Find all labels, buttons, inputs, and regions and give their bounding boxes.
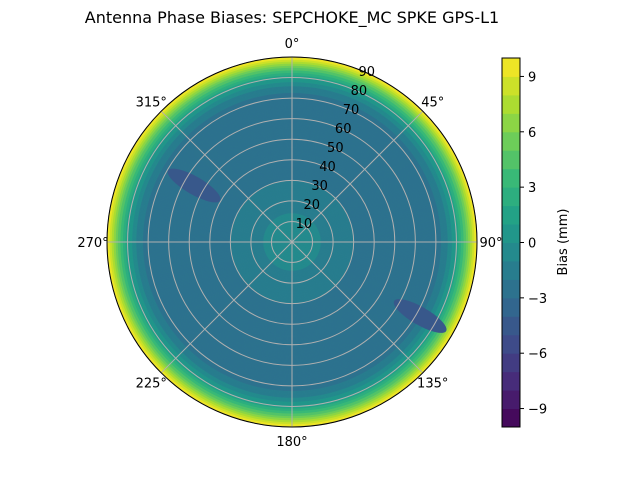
angular-tick-label: 90° [479, 236, 502, 251]
colorbar-tick-label: −9 [528, 403, 547, 418]
angular-tick-label: 270° [77, 236, 108, 251]
colorbar-band [502, 187, 520, 207]
colorbar: −9 −6 −3 0 3 6 9 [501, 57, 547, 428]
angular-tick-label: 315° [136, 95, 167, 110]
colorbar-band [502, 390, 520, 410]
colorbar-band [502, 168, 520, 188]
angular-tick-label: 45° [421, 95, 444, 110]
angular-gridline [291, 241, 424, 374]
angular-tick-label: 0° [285, 37, 300, 52]
contour-minimum [167, 168, 221, 203]
colorbar-band [502, 131, 520, 151]
colorbar-label: Bias (mm) [556, 209, 571, 276]
contour-minimum [393, 299, 447, 333]
radial-tick-label: 40 [319, 160, 336, 175]
colorbar-band [502, 76, 520, 96]
colorbar-tick-label: 9 [528, 70, 536, 85]
colorbar-band [502, 334, 520, 354]
colorbar-tick-label: 6 [528, 126, 536, 141]
colorbar-tick-label: −3 [528, 292, 547, 307]
colorbar-band [502, 242, 520, 262]
radial-tick-label: 50 [327, 141, 344, 156]
angular-gridline [160, 241, 293, 374]
colorbar-band [502, 297, 520, 317]
colorbar-tick-label: 3 [528, 181, 536, 196]
colorbar-band [502, 205, 520, 225]
colorbar-band [502, 408, 520, 428]
colorbar-tick-label: 0 [528, 237, 536, 252]
colorbar-band [502, 113, 520, 133]
angular-tick-label: 225° [136, 377, 167, 392]
chart-title: Antenna Phase Biases: SEPCHOKE_MC SPKE G… [85, 8, 499, 28]
radial-tick-label: 70 [343, 103, 360, 118]
radial-tick-label: 30 [311, 179, 328, 194]
colorbar-band [502, 260, 520, 280]
colorbar-band [502, 279, 520, 299]
radial-tick-label: 10 [296, 217, 313, 232]
colorbar-band [502, 58, 520, 77]
polar-grid [106, 56, 478, 428]
radial-tick-label: 60 [335, 122, 352, 137]
angular-gridline [160, 110, 293, 243]
colorbar-tick-label: −6 [528, 347, 547, 362]
angular-gridline [291, 110, 424, 243]
colorbar-band [502, 371, 520, 391]
polar-frame [106, 56, 478, 428]
radial-tick-label: 20 [303, 198, 320, 213]
colorbar-band [502, 316, 520, 336]
colorbar-band [502, 224, 520, 243]
radial-tick-label: 90 [359, 65, 376, 80]
colorbar-band [502, 353, 520, 373]
radial-tick-label: 80 [351, 84, 368, 99]
colorbar-band [502, 94, 520, 114]
colorbar-band [502, 150, 520, 170]
angular-tick-label: 180° [276, 435, 307, 450]
angular-tick-label: 135° [417, 377, 448, 392]
